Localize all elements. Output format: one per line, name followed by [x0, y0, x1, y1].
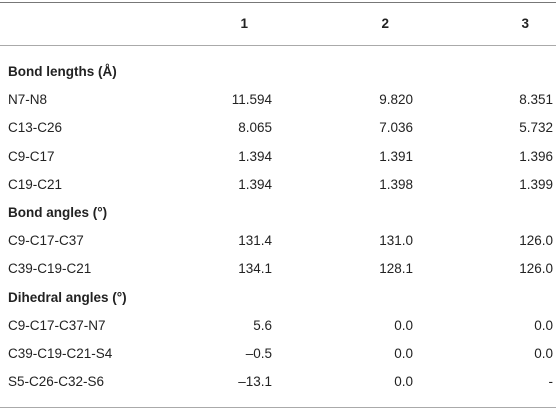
- cell-value: 126.0: [519, 233, 553, 249]
- row-label: S5-C26-C32-S6: [8, 374, 105, 390]
- cell-value: 134.1: [238, 261, 272, 277]
- row-label: C9-C17: [8, 148, 55, 164]
- cell-value: –0.5: [245, 346, 272, 361]
- section-title: Bond angles (°): [8, 205, 108, 220]
- column-header: 3: [521, 16, 529, 31]
- header-rule: [0, 45, 556, 46]
- cell-value: 11.594: [231, 92, 272, 108]
- cell-value: 128.1: [379, 261, 413, 277]
- section-title: Bond lengths (Å): [8, 64, 117, 79]
- cell-value: 0.0: [394, 374, 413, 390]
- cell-value: 5.6: [253, 317, 272, 333]
- row-label: C39-C19-C21: [8, 261, 92, 277]
- row-label: C39-C19-C21-S4: [8, 346, 113, 361]
- cell-value: 1.394: [238, 148, 272, 164]
- cell-value: 1.394: [238, 176, 272, 192]
- section-title: Dihedral angles (°): [8, 289, 127, 305]
- cell-value: 9.820: [379, 92, 413, 108]
- cell-value: 0.0: [394, 346, 413, 361]
- cell-value: –13.1: [238, 374, 272, 390]
- cell-value: 0.0: [534, 317, 553, 333]
- cell-value: 131.4: [238, 233, 272, 249]
- cell-value: 8.351: [519, 92, 553, 108]
- column-header: 2: [381, 16, 389, 31]
- cell-value: 131.0: [379, 233, 413, 249]
- cell-value: 1.391: [379, 148, 413, 164]
- row-label: C9-C17-C37-N7: [8, 317, 106, 333]
- cell-value: 0.0: [394, 317, 413, 333]
- column-header: 1: [240, 16, 248, 31]
- cell-value: 8.065: [238, 120, 272, 136]
- bottom-rule: [0, 407, 556, 408]
- cell-value: 7.036: [379, 120, 413, 136]
- cell-value: 5.732: [519, 120, 553, 136]
- cell-value: -: [548, 374, 554, 390]
- cell-value: 126.0: [519, 261, 553, 277]
- row-label: C19-C21: [8, 176, 63, 192]
- cell-value: 1.398: [379, 176, 413, 192]
- row-label: C13-C26: [8, 120, 63, 136]
- cell-value: 1.399: [519, 176, 553, 192]
- top-rule: [0, 2, 556, 3]
- row-label: N7-N8: [8, 92, 48, 108]
- cell-value: 0.0: [534, 346, 553, 361]
- row-label: C9-C17-C37: [8, 233, 84, 249]
- cell-value: 1.396: [519, 148, 553, 164]
